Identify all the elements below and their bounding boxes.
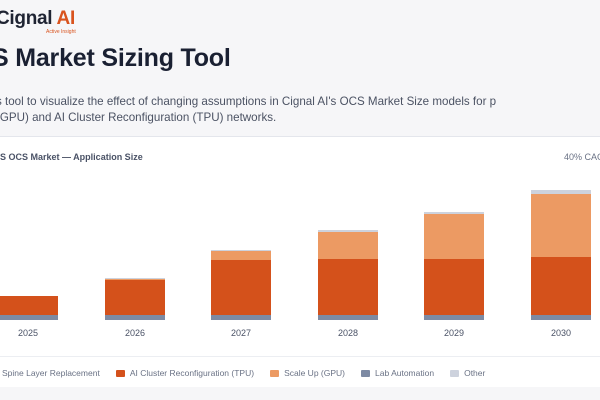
chart-divider <box>0 356 600 357</box>
page-description: s tool to visualize the effect of changi… <box>0 94 497 124</box>
legend-item-other[interactable]: Other <box>450 368 485 378</box>
bar-2026-series-1[interactable] <box>105 280 165 315</box>
bar-2027-series-0[interactable] <box>211 315 271 320</box>
legend-swatch-other <box>450 369 460 377</box>
bar-2029-series-2[interactable] <box>424 214 484 259</box>
bar-2028-series-0[interactable] <box>318 315 378 320</box>
legend-item-lab-automation[interactable]: Lab Automation <box>361 368 434 378</box>
bar-2030-series-0[interactable] <box>531 315 591 320</box>
x-tick-label-2029: 2029 <box>444 328 464 338</box>
brand-logo: Cignal AI Active Insight <box>0 8 76 36</box>
bar-2029-series-1[interactable] <box>424 259 484 315</box>
bar-2028-series-1[interactable] <box>318 259 378 315</box>
bar-2030-series-1[interactable] <box>531 257 591 315</box>
x-tick-label-2027: 2027 <box>231 328 251 338</box>
bar-2030-series-3[interactable] <box>531 190 591 194</box>
bar-2029-series-0[interactable] <box>424 315 484 320</box>
x-tick-label-2028: 2028 <box>338 328 358 338</box>
bar-2027-series-2[interactable] <box>211 251 271 260</box>
page-title: S Market Sizing Tool <box>0 44 231 72</box>
brand-ai: AI <box>56 8 76 29</box>
bar-2026-series-3[interactable] <box>105 278 165 279</box>
x-tick-label-2026: 2026 <box>125 328 145 338</box>
legend-swatch-scale-up <box>270 369 280 377</box>
legend-label-spine: Spine Layer Replacement <box>2 368 100 378</box>
legend-swatch-ai-cluster <box>115 369 125 377</box>
cagr-label: 40% CAG <box>563 152 600 162</box>
legend-swatch-lab-automation <box>361 369 370 377</box>
bar-2025-series-0[interactable] <box>0 315 58 320</box>
bar-2025-series-1[interactable] <box>0 296 58 315</box>
bar-2027-series-1[interactable] <box>211 260 271 315</box>
bar-2030-series-2[interactable] <box>531 194 591 257</box>
legend-label-ai-cluster: AI Cluster Reconfiguration (TPU) <box>129 368 255 378</box>
legend-item-ai-cluster[interactable]: AI Cluster Reconfiguration (TPU) <box>115 368 255 378</box>
legend-item-scale-up[interactable]: Scale Up (GPU) <box>270 368 345 378</box>
chart-card <box>0 136 600 387</box>
x-tick-label-2030: 2030 <box>551 328 571 338</box>
stacked-bar-chart: 2025 2026 2027 2028 2029 2030 <box>0 190 591 338</box>
chart-title: S OCS Market — Application Size <box>0 152 143 162</box>
legend-label-other: Other <box>464 368 486 378</box>
x-tick-label-2025: 2025 <box>18 328 38 338</box>
legend-label-scale-up: Scale Up (GPU) <box>284 368 345 378</box>
legend-item-spine[interactable]: Spine Layer Replacement <box>0 368 100 378</box>
bar-2026-series-2[interactable] <box>105 279 165 280</box>
legend-label-lab-automation: Lab Automation <box>375 368 435 378</box>
bar-2028-series-2[interactable] <box>318 232 378 259</box>
bar-2028-series-3[interactable] <box>318 230 378 232</box>
bar-2027-series-3[interactable] <box>211 250 271 251</box>
brand-name: Cignal <box>0 8 53 29</box>
chart-legend: Spine Layer Replacement AI Cluster Recon… <box>0 368 485 378</box>
bar-2029-series-3[interactable] <box>424 212 484 214</box>
bar-2026-series-0[interactable] <box>105 315 165 320</box>
brand-tagline: Active Insight <box>46 29 76 35</box>
